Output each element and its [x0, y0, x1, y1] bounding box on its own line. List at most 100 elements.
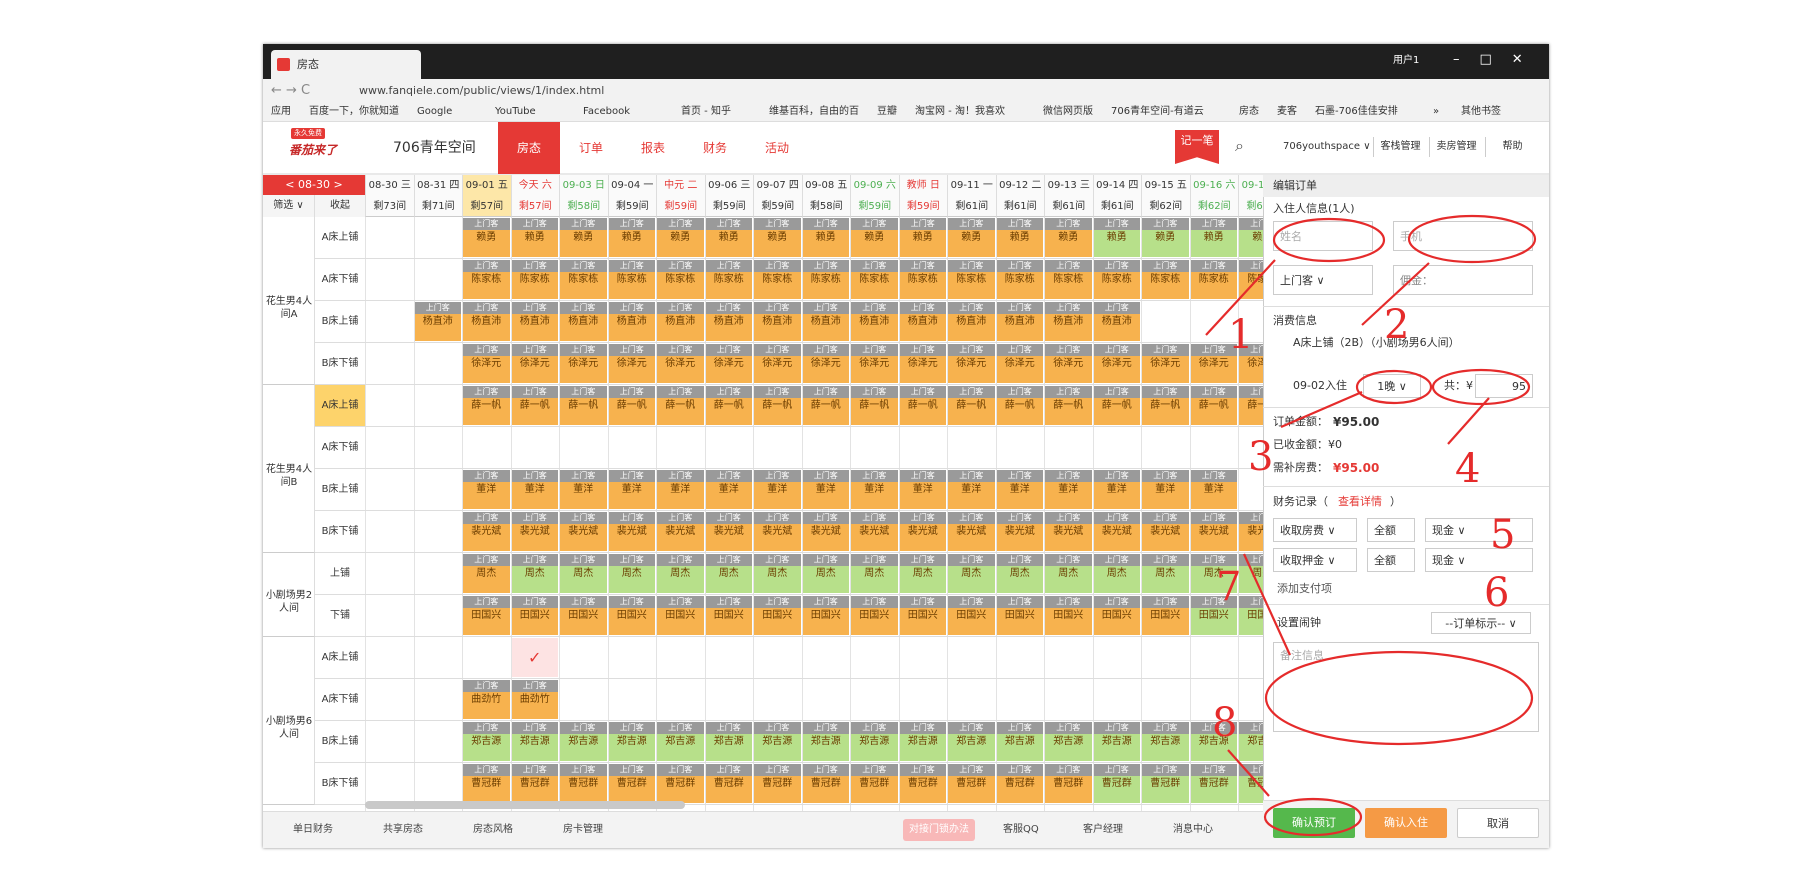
booking-cell[interactable]: 上门客徐泽元: [802, 344, 849, 383]
booking-cell[interactable]: 上门客 杨直沛: [1093, 302, 1140, 341]
booking-cell[interactable]: 上门客裴光斌: [560, 512, 607, 551]
booking-cell[interactable]: 上门客曹冠群: [1190, 764, 1237, 803]
bookmark[interactable]: 石墨-706佳佳安排: [1315, 106, 1398, 117]
pay-field[interactable]: 全额: [1367, 518, 1415, 542]
booking-cell[interactable]: 上门客徐泽元: [996, 344, 1043, 383]
booking-cell[interactable]: 上门客赖勇: [948, 218, 995, 257]
booking-cell[interactable]: 上门客薛一帆: [657, 386, 704, 425]
booking-cell[interactable]: 上门客曹冠群: [463, 764, 510, 803]
booking-cell[interactable]: 上门客薛一帆: [899, 386, 946, 425]
booking-cell[interactable]: 上门客郑吉源: [1045, 722, 1092, 761]
booking-cell[interactable]: 上门客曹冠群: [705, 764, 752, 803]
booking-cell[interactable]: 上门客 杨直沛: [996, 302, 1043, 341]
booking-cell[interactable]: 上门客薛一帆: [560, 386, 607, 425]
pay-field[interactable]: 收取押金 ∨: [1273, 548, 1357, 572]
pay-field[interactable]: 全额: [1367, 548, 1415, 572]
booking-cell[interactable]: 上门客田国兴: [463, 596, 510, 635]
booking-cell[interactable]: 上门客徐泽元: [754, 344, 801, 383]
booking-cell[interactable]: 上门客赖勇: [1142, 218, 1189, 257]
booking-cell[interactable]: 上门客陈家栋: [608, 260, 655, 299]
booking-cell[interactable]: 上门客曹冠群: [851, 764, 898, 803]
booking-cell[interactable]: 上门客周杰: [754, 554, 801, 593]
booking-cell[interactable]: 上门客田国兴: [948, 596, 995, 635]
booking-cell[interactable]: 上门客 杨直沛: [851, 302, 898, 341]
booking-cell[interactable]: 上门客田国兴: [657, 596, 704, 635]
booking-cell[interactable]: 上门客周杰: [948, 554, 995, 593]
bookmark[interactable]: Google: [417, 106, 453, 117]
booking-cell[interactable]: 上门客裴光斌: [802, 512, 849, 551]
booking-cell[interactable]: 上门客周杰: [1190, 554, 1237, 593]
bookmark[interactable]: 其他书签: [1461, 106, 1501, 117]
booking-cell[interactable]: 上门客曹冠群: [511, 764, 558, 803]
booking-cell[interactable]: 上门客田国兴: [754, 596, 801, 635]
booking-cell[interactable]: 上门客周杰: [996, 554, 1043, 593]
bookmark[interactable]: 房态: [1239, 106, 1259, 117]
booking-cell[interactable]: 上门客周杰: [560, 554, 607, 593]
source-select[interactable]: 上门客 ∨: [1273, 265, 1373, 295]
booking-cell[interactable]: 上门客曹冠群: [1045, 764, 1092, 803]
booking-cell[interactable]: 上门客曹冠群: [899, 764, 946, 803]
booking-cell[interactable]: 上门客赖勇: [705, 218, 752, 257]
booking-cell[interactable]: 上门客田国兴: [1142, 596, 1189, 635]
action-button[interactable]: 确认预订: [1273, 808, 1355, 838]
booking-cell[interactable]: 上门客 董洋: [802, 470, 849, 509]
booking-cell[interactable]: 上门客曹冠群: [1142, 764, 1189, 803]
bookmark[interactable]: »: [1433, 106, 1440, 117]
booking-cell[interactable]: 上门客 董洋: [899, 470, 946, 509]
booking-cell[interactable]: 上门客 杨直沛: [705, 302, 752, 341]
booking-cell[interactable]: 上门客陈家栋: [1045, 260, 1092, 299]
booking-cell[interactable]: 上门客陈家栋: [657, 260, 704, 299]
finance-detail[interactable]: 查看详情: [1338, 495, 1382, 508]
booking-cell[interactable]: 上门客郑吉源: [657, 722, 704, 761]
booking-cell[interactable]: 上门客 杨直沛: [899, 302, 946, 341]
booking-cell[interactable]: 上门客赖勇: [1093, 218, 1140, 257]
booking-cell[interactable]: 上门客裴光斌: [608, 512, 655, 551]
booking-cell[interactable]: 上门客田国兴: [1093, 596, 1140, 635]
bottom-item[interactable]: 消息中心: [1173, 824, 1213, 835]
booking-cell[interactable]: 上门客赖勇: [463, 218, 510, 257]
date-nav[interactable]: < 08-30 >: [263, 175, 365, 195]
booking-cell[interactable]: 上门客 杨直沛: [802, 302, 849, 341]
booking-cell[interactable]: 上门客薛一帆: [754, 386, 801, 425]
add-payment[interactable]: 添加支付项: [1277, 582, 1332, 595]
booking-cell[interactable]: 上门客陈家栋: [948, 260, 995, 299]
booking-cell[interactable]: 上门客陈家栋: [851, 260, 898, 299]
booking-cell[interactable]: 上门客田国兴: [705, 596, 752, 635]
booking-cell[interactable]: 上门客郑吉源: [608, 722, 655, 761]
booking-cell[interactable]: 上门客曹冠群: [802, 764, 849, 803]
booking-cell[interactable]: 上门客赖勇: [1045, 218, 1092, 257]
booking-cell[interactable]: 上门客 杨直沛: [657, 302, 704, 341]
menu-item[interactable]: 财务: [702, 141, 727, 155]
booking-cell[interactable]: 上门客曹冠群: [948, 764, 995, 803]
booking-cell[interactable]: 上门客 董洋: [754, 470, 801, 509]
booking-cell[interactable]: 上门客赖勇: [802, 218, 849, 257]
booking-cell[interactable]: 上门客徐泽元: [463, 344, 510, 383]
booking-cell[interactable]: 上门客田国兴: [1190, 596, 1237, 635]
booking-cell[interactable]: 上门客郑吉源: [1190, 722, 1237, 761]
booking-cell[interactable]: 上门客徐泽元: [899, 344, 946, 383]
booking-cell[interactable]: 上门客薛一帆: [463, 386, 510, 425]
booking-cell[interactable]: 上门客周杰: [1093, 554, 1140, 593]
booking-cell[interactable]: 上门客田国兴: [802, 596, 849, 635]
booking-cell[interactable]: 上门客裴光斌: [1190, 512, 1237, 551]
booking-cell[interactable]: 上门客 杨直沛: [1045, 302, 1092, 341]
booking-cell[interactable]: 上门客周杰: [1045, 554, 1092, 593]
booking-cell[interactable]: 上门客裴光斌: [705, 512, 752, 551]
booking-cell[interactable]: 上门客陈家栋: [1093, 260, 1140, 299]
bookmark[interactable]: Facebook: [583, 106, 630, 117]
nights-select[interactable]: 1晚 ∨: [1363, 374, 1421, 398]
bookmark[interactable]: 麦客: [1277, 106, 1297, 117]
booking-cell[interactable]: 上门客薛一帆: [996, 386, 1043, 425]
booking-cell[interactable]: 上门客 杨直沛: [754, 302, 801, 341]
action-button[interactable]: 取消: [1457, 808, 1539, 838]
account[interactable]: 706youthspace ∨: [1283, 141, 1371, 152]
booking-cell[interactable]: 上门客 董洋: [511, 470, 558, 509]
booking-cell[interactable]: 上门客 董洋: [560, 470, 607, 509]
booking-cell[interactable]: 上门客 董洋: [948, 470, 995, 509]
booking-cell[interactable]: 上门客陈家栋: [802, 260, 849, 299]
booking-cell[interactable]: 上门客裴光斌: [851, 512, 898, 551]
